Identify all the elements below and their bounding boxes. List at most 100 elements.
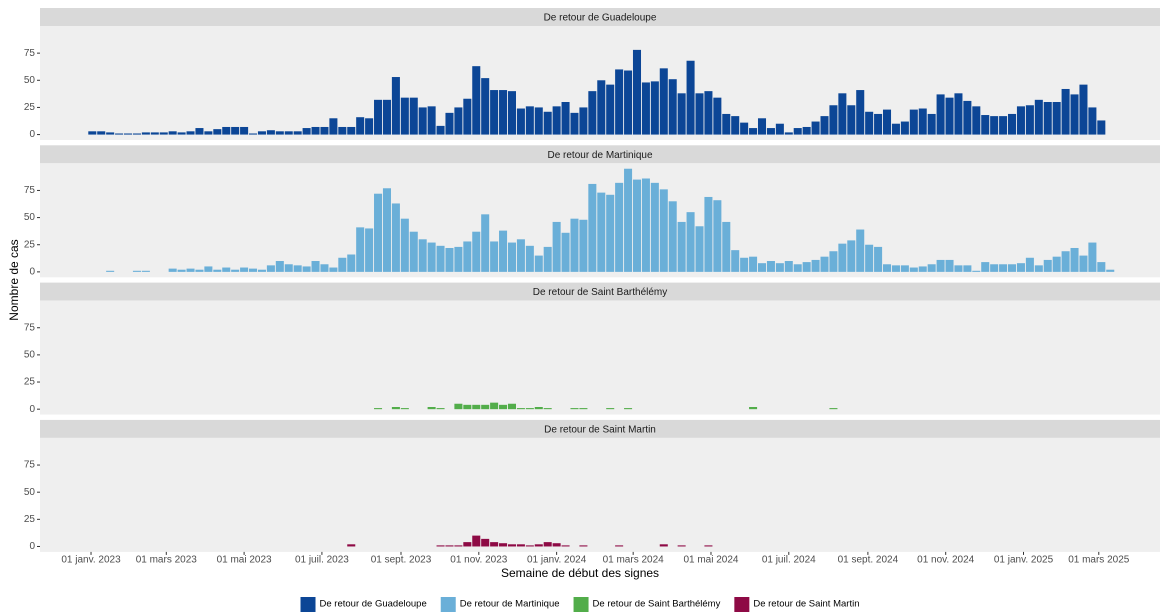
x-tick-label: 01 juil. 2023 bbox=[295, 555, 349, 566]
bar bbox=[329, 118, 338, 135]
bar bbox=[499, 230, 508, 272]
bar bbox=[240, 126, 249, 135]
bar bbox=[516, 239, 525, 272]
bar bbox=[356, 117, 365, 135]
bar bbox=[275, 131, 284, 135]
bar bbox=[1052, 256, 1061, 272]
y-tick-label: 25 bbox=[24, 377, 36, 388]
bar bbox=[106, 132, 115, 135]
bar bbox=[624, 168, 633, 272]
bar bbox=[257, 269, 266, 272]
bar bbox=[597, 80, 606, 135]
bar bbox=[659, 68, 668, 135]
bar bbox=[704, 545, 713, 547]
bar bbox=[168, 268, 177, 272]
bar bbox=[802, 262, 811, 272]
bar bbox=[981, 262, 990, 272]
strip bbox=[40, 145, 1160, 164]
bar bbox=[865, 111, 874, 135]
bar bbox=[900, 265, 909, 272]
y-axis-title: Nombre de cas bbox=[7, 239, 21, 320]
bar bbox=[963, 100, 972, 135]
bar bbox=[195, 269, 204, 272]
facet-title: De retour de Saint Barthélémy bbox=[533, 287, 668, 298]
bar bbox=[507, 91, 516, 135]
bar bbox=[766, 128, 775, 135]
y-tick-label: 0 bbox=[29, 404, 35, 415]
bar bbox=[222, 267, 231, 272]
bar bbox=[1061, 88, 1070, 135]
bar bbox=[436, 125, 445, 135]
bar bbox=[472, 535, 481, 547]
bar bbox=[427, 106, 436, 135]
bar bbox=[570, 112, 579, 135]
panel bbox=[40, 437, 1160, 552]
bar bbox=[356, 227, 365, 272]
bar bbox=[302, 128, 311, 135]
bar bbox=[302, 266, 311, 272]
bar bbox=[1034, 99, 1043, 135]
bar bbox=[499, 404, 508, 410]
bar bbox=[677, 93, 686, 135]
bar bbox=[927, 113, 936, 135]
bar bbox=[132, 133, 141, 135]
bar bbox=[882, 264, 892, 272]
bar bbox=[499, 90, 508, 135]
bar bbox=[749, 256, 758, 272]
x-tick-label: 01 mai 2024 bbox=[683, 555, 738, 566]
bar bbox=[757, 263, 767, 272]
bar bbox=[463, 404, 472, 410]
bar bbox=[695, 226, 704, 272]
bar bbox=[999, 116, 1008, 135]
bar bbox=[168, 131, 177, 135]
bar bbox=[347, 126, 356, 135]
bar bbox=[713, 97, 722, 135]
bar bbox=[561, 545, 570, 547]
bar bbox=[534, 255, 543, 272]
bar bbox=[624, 70, 633, 135]
bar bbox=[579, 545, 588, 547]
bar bbox=[543, 246, 552, 272]
bar bbox=[374, 193, 383, 272]
bar bbox=[650, 81, 659, 135]
bar bbox=[1025, 257, 1034, 272]
bar bbox=[534, 544, 543, 547]
bar bbox=[606, 84, 615, 135]
x-tick-label: 01 nov. 2023 bbox=[450, 555, 508, 566]
legend-key bbox=[300, 597, 316, 612]
bar bbox=[391, 77, 400, 135]
bar bbox=[231, 126, 240, 135]
bar bbox=[436, 545, 445, 547]
bar bbox=[257, 131, 266, 135]
bar bbox=[400, 218, 409, 272]
x-axis-title: Semaine de début des signes bbox=[501, 566, 659, 580]
bar bbox=[775, 123, 784, 135]
bar bbox=[284, 131, 293, 135]
bar bbox=[311, 261, 320, 272]
bar bbox=[445, 247, 454, 272]
bar bbox=[838, 93, 847, 135]
bar bbox=[186, 131, 195, 135]
bar bbox=[525, 545, 534, 547]
bar bbox=[1088, 107, 1097, 135]
x-tick-label: 01 janv. 2024 bbox=[527, 555, 587, 566]
bar bbox=[641, 82, 650, 135]
bar bbox=[900, 121, 909, 135]
bar bbox=[311, 126, 320, 135]
legend-label: De retour de Guadeloupe bbox=[320, 599, 427, 610]
bar bbox=[606, 194, 615, 272]
bar bbox=[1079, 84, 1088, 135]
bar bbox=[766, 261, 775, 272]
bar bbox=[329, 267, 338, 272]
bar bbox=[713, 200, 722, 272]
bar bbox=[213, 269, 222, 272]
bar bbox=[847, 240, 856, 272]
bar bbox=[1016, 106, 1025, 135]
legend-label: De retour de Martinique bbox=[460, 599, 560, 610]
bar bbox=[320, 264, 329, 272]
bar bbox=[177, 269, 186, 272]
bar bbox=[802, 126, 811, 135]
bar bbox=[588, 91, 597, 135]
bar bbox=[561, 102, 570, 135]
bar bbox=[525, 408, 534, 410]
